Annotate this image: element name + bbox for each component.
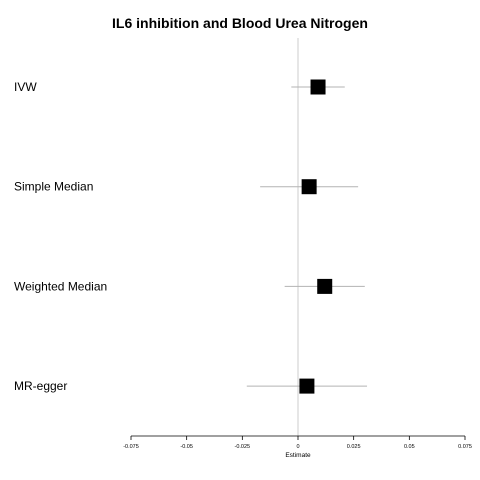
row-label: MR-egger (14, 379, 67, 393)
x-tick-label: -0.025 (235, 444, 251, 450)
forest-row: MR-egger (14, 378, 368, 394)
forest-row: Weighted Median (14, 278, 365, 294)
x-tick-label: 0.05 (404, 444, 415, 450)
row-label: Simple Median (14, 180, 93, 194)
x-tick-label: -0.05 (180, 444, 193, 450)
x-tick-label: 0.025 (347, 444, 361, 450)
x-tick-label: 0.075 (458, 444, 472, 450)
estimate-marker (317, 278, 333, 294)
forest-row: IVW (14, 79, 345, 95)
x-axis-ticks: -0.075 -0.05 -0.025 0 0.025 0.05 0.075 (123, 436, 472, 450)
row-label: IVW (14, 80, 37, 94)
x-axis-title: Estimate (285, 452, 311, 459)
chart-title: IL6 inhibition and Blood Urea Nitrogen (112, 15, 368, 31)
x-tick-label: -0.075 (123, 444, 139, 450)
estimate-marker (299, 378, 315, 394)
rows-layer: IVW Simple Median Weighted Median MR-egger (14, 79, 368, 394)
estimate-marker (310, 79, 326, 95)
x-tick-label: 0 (296, 444, 299, 450)
estimate-marker (301, 179, 317, 195)
forest-row: Simple Median (14, 179, 359, 195)
row-label: Weighted Median (14, 279, 107, 293)
